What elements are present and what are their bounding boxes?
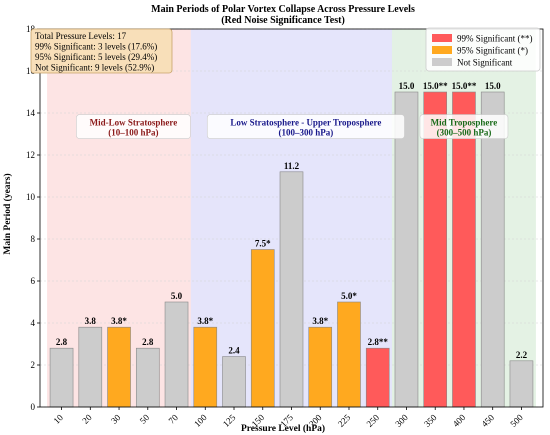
bar-label-450: 15.0 <box>485 81 501 91</box>
bar-20 <box>78 326 103 408</box>
legend-swatch-99 <box>432 34 452 42</box>
bar-100 <box>193 326 218 408</box>
region-label-box-1 <box>206 114 405 139</box>
region-label-line2-1: (100–300 hPa) <box>278 128 333 138</box>
bar-125 <box>222 356 246 408</box>
region-label-line1-1: Low Stratosphere - Upper Troposphere <box>230 118 381 128</box>
y-axis-label: Main Period (years) <box>2 173 13 254</box>
region-label-line2-2: (300–500 hPa) <box>437 128 492 138</box>
region-label-line1-0: Mid-Low Stratosphere <box>90 118 178 128</box>
bar-10 <box>49 347 74 408</box>
bar-label-70: 5.0 <box>171 291 183 301</box>
x-tick-label-100: 100 <box>192 412 209 429</box>
bar-450 <box>480 91 505 408</box>
x-tick-label-350: 350 <box>422 412 439 429</box>
y-tick-label-7: 14 <box>26 108 36 118</box>
stats-95: 95% Significant: 5 levels (29.4%) <box>35 52 157 62</box>
legend-swatch-95 <box>432 46 452 54</box>
x-tick-label-450: 450 <box>479 412 496 429</box>
bar-label-150: 7.5* <box>255 239 271 249</box>
bar-350 <box>423 91 448 408</box>
bar-label-10: 2.8 <box>56 337 68 347</box>
y-tick-label-0: 0 <box>31 402 36 412</box>
legend-label-99: 99% Significant (**) <box>457 34 533 44</box>
region-label-line2-0: (10–100 hPa) <box>108 128 158 138</box>
legend: 99% Significant (**) 95% Significant (*) N… <box>425 27 541 72</box>
bar-label-175: 11.2 <box>284 161 300 171</box>
bar-175 <box>279 171 304 408</box>
bar-label-200: 3.8* <box>312 316 328 326</box>
bar-200 <box>308 326 333 408</box>
stats-none: Not Significant: 9 levels (52.9%) <box>35 63 154 73</box>
bar-300 <box>394 91 419 408</box>
bar-label-20: 3.8 <box>85 316 97 326</box>
bar-250 <box>365 347 390 408</box>
y-tick-label-1: 2 <box>31 360 36 370</box>
region-labels: Mid-Low Stratosphere(10–100 hPa) Low Stra… <box>76 114 509 139</box>
legend-swatch-none <box>432 58 452 66</box>
region-label-box-2 <box>419 114 509 139</box>
bar-label-225: 5.0* <box>341 291 357 301</box>
bar-150 <box>250 249 275 408</box>
bar-label-30: 3.8* <box>111 316 127 326</box>
y-tick-label-2: 4 <box>31 318 36 328</box>
bar-label-250: 2.8** <box>368 337 389 347</box>
bar-label-350: 15.0** <box>423 81 448 91</box>
x-tick-label-225: 225 <box>336 412 353 429</box>
x-tick-label-300: 300 <box>393 412 410 429</box>
stats-box: Total Pressure Levels: 17 99% Significan… <box>30 28 173 74</box>
bar-225 <box>337 301 361 408</box>
bar-50 <box>135 347 160 408</box>
y-tick-label-9: 18 <box>26 24 36 34</box>
x-tick-label-10: 10 <box>52 412 66 426</box>
x-tick-label-250: 250 <box>365 412 382 429</box>
x-tick-label-20: 20 <box>80 412 94 426</box>
y-tick-label-5: 10 <box>26 192 36 202</box>
stats-total: Total Pressure Levels: 17 <box>35 31 127 41</box>
bar-label-500: 2.2 <box>516 350 528 360</box>
bar-label-50: 2.8 <box>142 337 154 347</box>
y-tick-label-6: 12 <box>26 150 35 160</box>
region-band-1 <box>190 29 421 407</box>
x-tick-label-50: 50 <box>138 412 152 426</box>
region-label-line1-2: Mid Troposphere <box>431 118 498 128</box>
x-tick-label-400: 400 <box>451 412 468 429</box>
bar-label-300: 15.0 <box>399 81 415 91</box>
bar-label-400: 15.0** <box>452 81 477 91</box>
chart-subtitle: (Red Noise Significance Test) <box>221 15 345 26</box>
legend-label-95: 95% Significant (*) <box>457 46 528 56</box>
bar-label-125: 2.4 <box>228 346 240 356</box>
x-tick-label-125: 125 <box>221 412 238 429</box>
y-tick-label-3: 6 <box>31 276 36 286</box>
x-tick-label-70: 70 <box>167 412 181 426</box>
x-axis-label: Pressure Level (hPa) <box>241 423 325 434</box>
x-tick-label-500: 500 <box>508 412 525 429</box>
bar-value-labels: 2.8 3.8 3.8* 2.8 5.0 3.8* 2.4 7.5* 11.2 3.8* 5.0* 2… <box>56 81 528 360</box>
bar-70 <box>164 301 189 408</box>
stats-99: 99% Significant: 3 levels (17.6%) <box>35 42 157 52</box>
bar-500 <box>509 360 534 408</box>
legend-label-none: Not Significant <box>457 58 513 68</box>
bar-400 <box>452 91 476 408</box>
bars <box>49 91 534 408</box>
region-label-box-0 <box>76 114 191 139</box>
x-tick-label-30: 30 <box>109 412 123 426</box>
bar-label-100: 3.8* <box>197 316 213 326</box>
y-tick-label-4: 8 <box>31 234 36 244</box>
bar-30 <box>107 326 131 408</box>
chart-title: Main Periods of Polar Vortex Collapse Ac… <box>151 4 415 15</box>
